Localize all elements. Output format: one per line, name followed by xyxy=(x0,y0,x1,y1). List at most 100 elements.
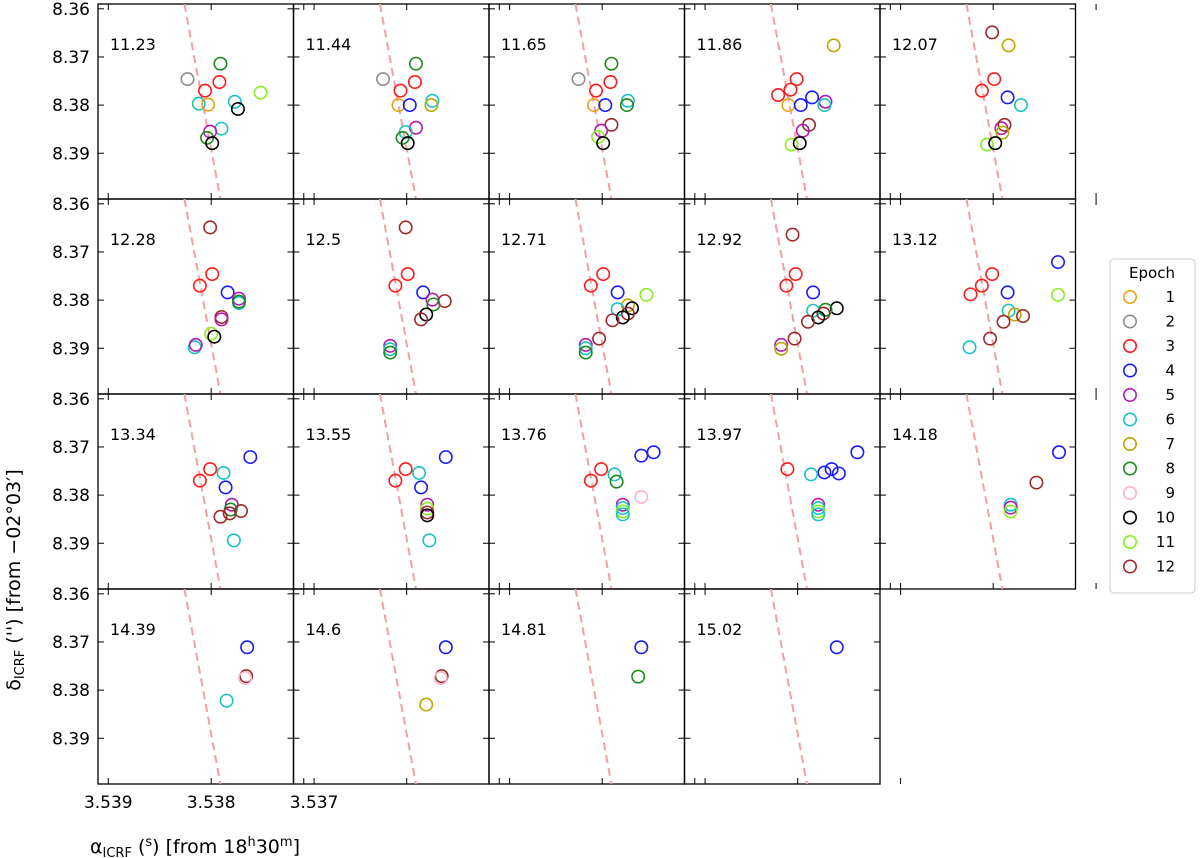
legend-entry-11: 11 xyxy=(1123,533,1175,551)
panel-frame xyxy=(292,198,490,395)
panel-frame xyxy=(879,3,1077,200)
data-point-epoch-10 xyxy=(230,101,245,116)
data-point-epoch-6 xyxy=(817,98,832,113)
reference-line xyxy=(769,589,808,784)
data-point-epoch-3 xyxy=(583,473,598,488)
data-point-epoch-4 xyxy=(824,462,839,477)
panel-frame xyxy=(292,588,490,785)
data-point-epoch-6 xyxy=(383,342,398,357)
data-point-epoch-12 xyxy=(800,314,815,329)
panel-1: 11.23 xyxy=(97,3,315,200)
legend-entry-4: 4 xyxy=(1123,362,1175,380)
reference-line xyxy=(574,199,613,394)
data-point-epoch-4 xyxy=(1051,255,1066,270)
panel-frame xyxy=(488,588,686,785)
data-point-epoch-3 xyxy=(596,267,611,282)
legend-marker xyxy=(1123,461,1138,476)
panel-plot-area xyxy=(183,394,258,589)
data-point-epoch-7 xyxy=(1007,307,1022,322)
panel-18: 14.81 xyxy=(488,588,706,785)
data-point-epoch-10 xyxy=(419,307,434,322)
data-point-epoch-8 xyxy=(619,98,634,113)
data-point-epoch-2 xyxy=(571,72,586,87)
y-tick-label: 8.38 xyxy=(52,486,90,506)
data-point-epoch-6 xyxy=(811,501,826,516)
y-tick-label: 8.38 xyxy=(52,291,90,311)
y-tick-label: 8.36 xyxy=(52,195,90,215)
data-point-epoch-12 xyxy=(437,294,452,309)
panel-plot-area xyxy=(965,394,1067,589)
data-point-epoch-8 xyxy=(200,130,215,145)
data-point-epoch-5 xyxy=(1003,500,1018,515)
data-point-epoch-3 xyxy=(388,278,403,293)
data-point-epoch-3 xyxy=(985,267,1000,282)
data-point-epoch-6 xyxy=(191,96,206,111)
data-point-epoch-6 xyxy=(422,533,437,548)
data-point-epoch-5 xyxy=(811,497,826,512)
reference-line xyxy=(183,4,222,199)
data-point-epoch-10 xyxy=(792,136,807,151)
data-point-epoch-6 xyxy=(962,340,977,355)
panel-8: 12.71 xyxy=(488,198,706,395)
y-tick-label: 8.36 xyxy=(52,585,90,605)
panel-label: 14.81 xyxy=(501,620,547,639)
data-point-epoch-4 xyxy=(806,285,821,300)
panel-plot-area xyxy=(962,199,1066,394)
data-point-epoch-8 xyxy=(408,56,423,71)
panel-14: 13.97 xyxy=(683,393,902,590)
legend-marker xyxy=(1123,338,1138,353)
data-point-epoch-1 xyxy=(391,98,406,113)
legend-label: 7 xyxy=(1165,435,1175,453)
panel-label: 12.92 xyxy=(697,230,743,249)
data-point-epoch-4 xyxy=(850,445,865,460)
legend-marker xyxy=(1123,485,1138,500)
data-point-epoch-10 xyxy=(615,310,630,325)
data-point-epoch-3 xyxy=(400,267,415,282)
data-point-epoch-4 xyxy=(402,98,417,113)
panel-frame xyxy=(488,198,686,395)
reference-line xyxy=(769,199,808,394)
data-point-epoch-10 xyxy=(596,136,611,151)
data-point-epoch-4 xyxy=(634,448,649,463)
panel-label: 13.12 xyxy=(892,230,938,249)
panel-label: 13.34 xyxy=(110,425,156,444)
data-point-epoch-3 xyxy=(974,278,989,293)
y-tick-label: 8.36 xyxy=(52,390,90,410)
data-point-epoch-1 xyxy=(201,97,216,112)
data-point-epoch-4 xyxy=(243,450,258,465)
data-point-epoch-3 xyxy=(788,267,803,282)
panel-17: 14.6 xyxy=(292,588,511,785)
data-point-epoch-3 xyxy=(780,462,795,477)
legend-label: 9 xyxy=(1165,484,1175,502)
panel-label: 14.39 xyxy=(110,620,156,639)
data-point-epoch-12 xyxy=(604,117,619,132)
panel-15: 14.18 xyxy=(879,393,1097,590)
data-point-epoch-10 xyxy=(400,136,415,151)
panel-label: 15.02 xyxy=(697,620,743,639)
data-point-epoch-12 xyxy=(414,312,429,327)
panel-plot-area xyxy=(574,394,661,589)
panel-label: 13.76 xyxy=(501,425,547,444)
data-point-epoch-12 xyxy=(787,331,802,346)
data-point-epoch-3 xyxy=(192,278,207,293)
data-point-epoch-6 xyxy=(219,693,234,708)
data-point-epoch-2 xyxy=(376,72,391,87)
panel-plot-area xyxy=(376,4,440,199)
data-point-epoch-6 xyxy=(615,507,630,522)
data-point-epoch-11 xyxy=(253,85,268,100)
reference-line xyxy=(183,199,222,394)
data-point-epoch-7 xyxy=(419,697,434,712)
data-point-epoch-7 xyxy=(995,125,1010,140)
data-point-epoch-10 xyxy=(205,136,220,151)
panel-label: 11.86 xyxy=(697,35,743,54)
data-point-epoch-3 xyxy=(779,278,794,293)
legend-frame xyxy=(1109,258,1196,594)
legend-label: 2 xyxy=(1165,313,1175,331)
data-point-epoch-3 xyxy=(192,473,207,488)
reference-line xyxy=(378,199,417,394)
panel-label: 11.44 xyxy=(306,35,352,54)
legend-marker xyxy=(1123,510,1138,525)
data-point-epoch-3 xyxy=(987,72,1002,87)
panel-frame xyxy=(683,198,881,395)
